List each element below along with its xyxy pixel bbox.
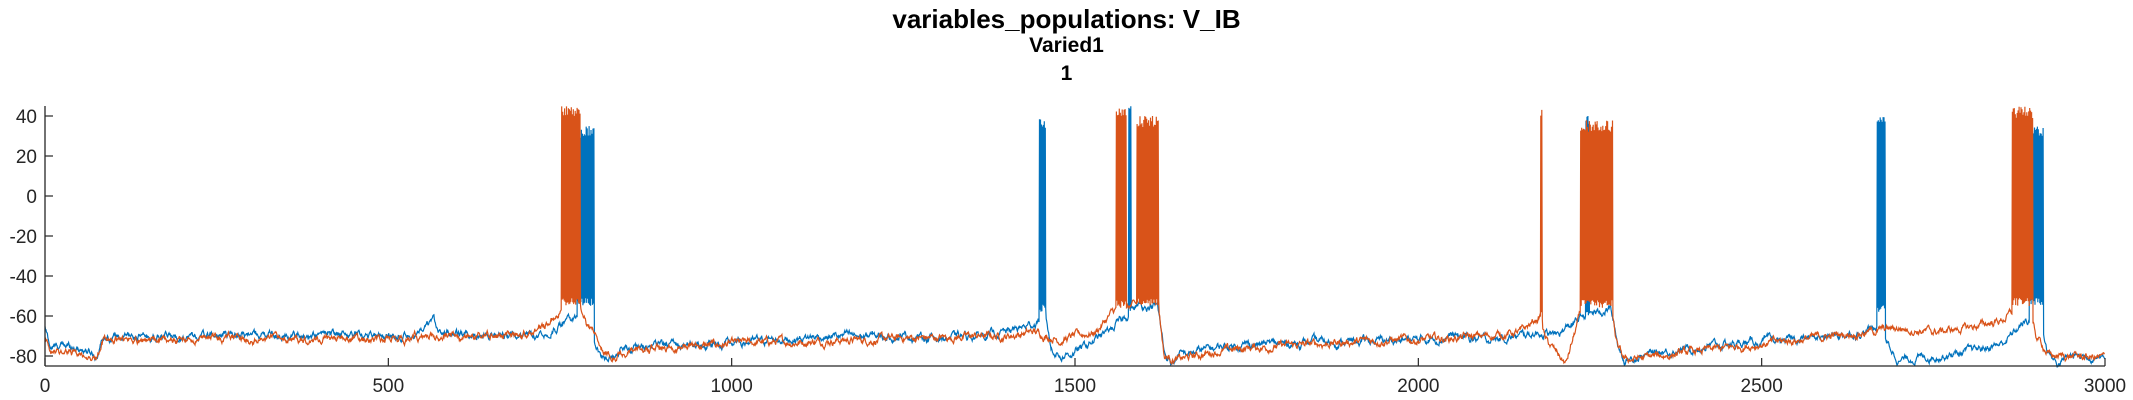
- y-tick-label: 20: [16, 147, 37, 168]
- y-tick-label: 0: [26, 187, 37, 208]
- x-tick-label: 1500: [1054, 376, 1096, 397]
- x-tick-label: 500: [372, 376, 404, 397]
- y-tick-label: -20: [10, 227, 37, 248]
- x-tick-label: 0: [40, 376, 51, 397]
- y-tick-label: -60: [10, 307, 37, 328]
- chart-subtitle: Varied1: [1029, 34, 1104, 57]
- y-tick-label: -80: [10, 347, 37, 368]
- x-tick-label: 2000: [1397, 376, 1439, 397]
- chart-title: variables_populations: V_IB: [892, 4, 1241, 34]
- x-tick-label: 2500: [1741, 376, 1783, 397]
- x-tick-label: 1000: [711, 376, 753, 397]
- axes: 0 500 1000 1500 2000 2500 3000 40 20 0 -20 -40 -60 -8…: [10, 106, 2126, 397]
- series-line-1: [44, 106, 2106, 368]
- x-tick-label: 3000: [2084, 376, 2126, 397]
- series-line-2: [44, 106, 2106, 366]
- series-layer: [44, 106, 2106, 368]
- y-tick-label: 40: [16, 107, 37, 128]
- chart-subtitle-index: 1: [1060, 62, 1073, 85]
- y-tick-label: -40: [10, 267, 37, 288]
